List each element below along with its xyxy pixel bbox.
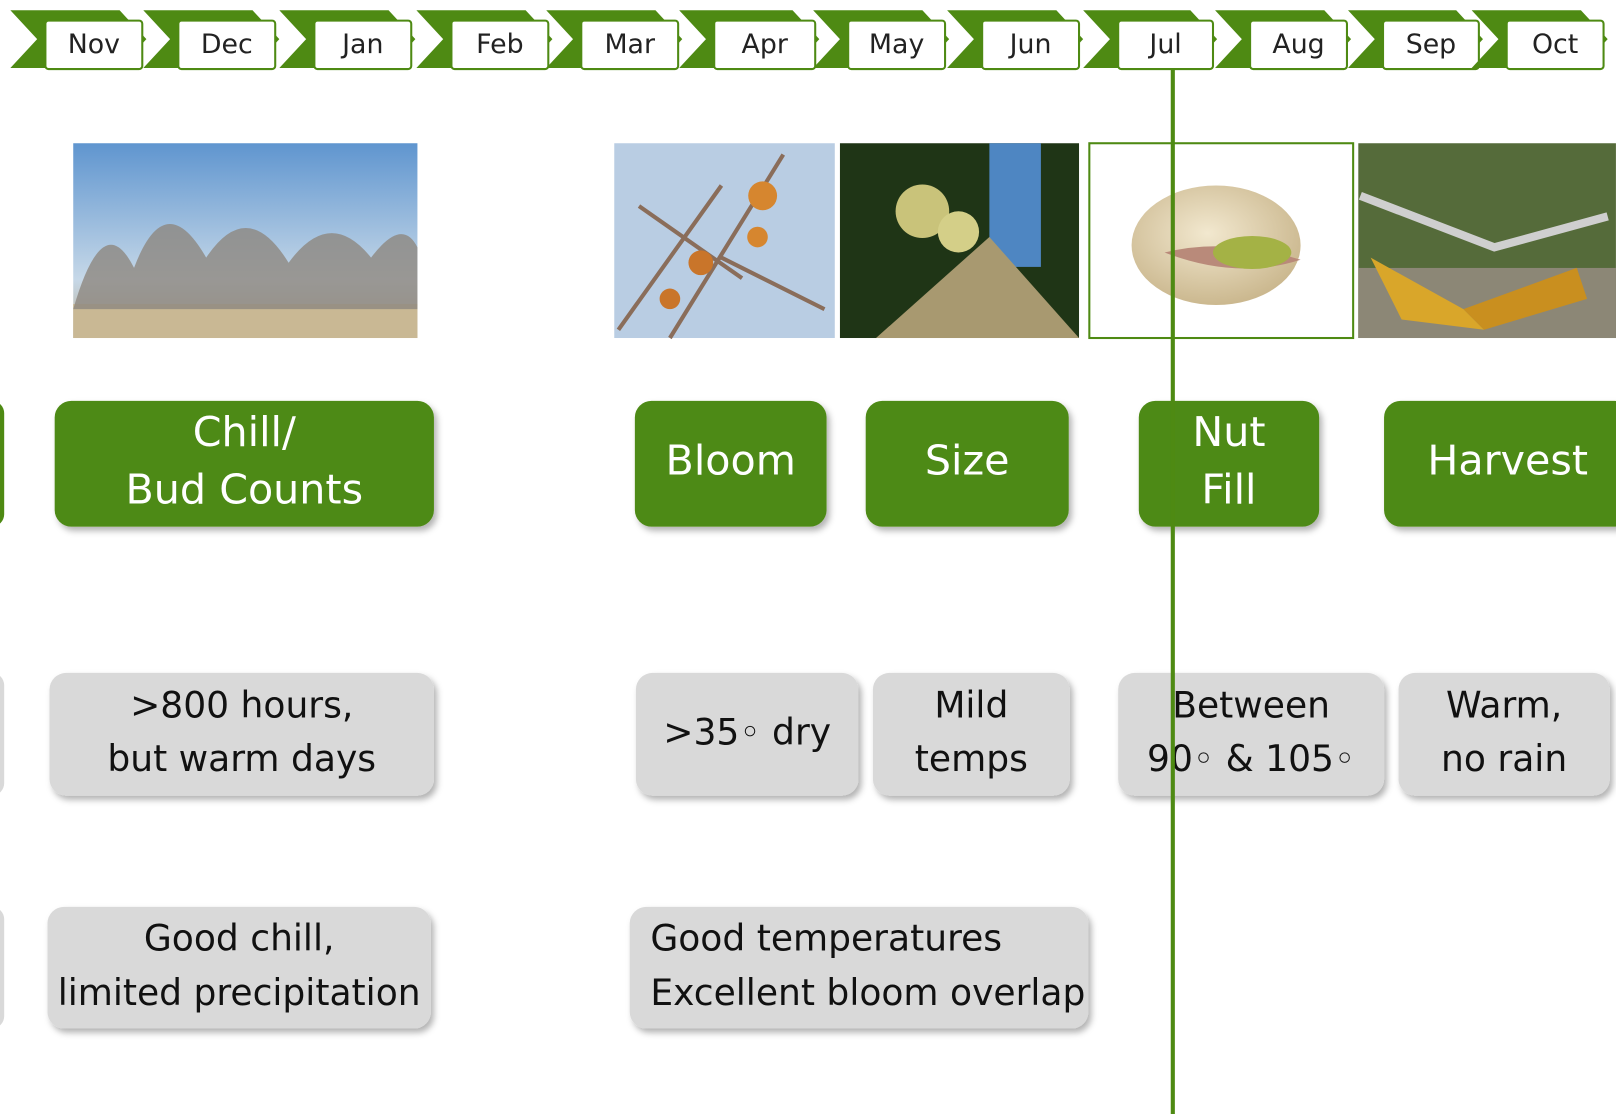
month-label: Jul: [1147, 29, 1181, 60]
condition-text: 90◦ & 105◦: [1147, 738, 1355, 780]
condition-text: >35◦ dry: [663, 711, 831, 753]
note-box: [47, 906, 431, 1029]
month-box: [313, 19, 413, 71]
condition-box: [1118, 672, 1385, 796]
month-box: [847, 19, 947, 71]
month-box: [1117, 19, 1215, 71]
stage-box: [634, 400, 827, 527]
month-box: [1382, 19, 1480, 71]
stage-text: Nut: [1192, 408, 1265, 456]
stage-text: Bloom: [666, 437, 796, 485]
month-box: [177, 19, 277, 71]
month-label: Apr: [742, 29, 789, 60]
note-text: Good temperatures: [650, 917, 1002, 959]
stage-box: [1138, 400, 1320, 527]
note-text: Good chill,: [144, 917, 335, 959]
photo-bloom: [614, 143, 835, 340]
condition-box: [49, 672, 434, 796]
stage-box: [865, 400, 1069, 527]
photo-size: [839, 143, 1080, 339]
month-label: Jun: [1008, 29, 1052, 60]
month-label: Oct: [1532, 29, 1578, 60]
edge-box: [0, 909, 5, 1026]
photo-orchard: [73, 143, 418, 339]
condition-text: Warm,: [1446, 684, 1562, 726]
edge-box: [0, 676, 5, 793]
stage-box: [1384, 400, 1616, 527]
month-box: [450, 19, 550, 71]
condition-box: [635, 672, 859, 796]
note-box: [629, 906, 1089, 1029]
photo-nut: [1088, 142, 1355, 340]
stage-text: Chill/: [193, 408, 296, 456]
month-label: Sep: [1406, 29, 1456, 60]
month-box: [1249, 19, 1348, 71]
month-box: [713, 19, 817, 71]
condition-text: temps: [915, 738, 1028, 780]
month-box: [981, 19, 1081, 71]
month-label: Aug: [1272, 29, 1324, 60]
stage-text: Size: [925, 437, 1010, 485]
month-label: Feb: [476, 29, 523, 60]
condition-box: [872, 672, 1070, 796]
month-label: Mar: [604, 29, 656, 60]
condition-text: but warm days: [107, 738, 376, 780]
month-label: May: [869, 29, 925, 60]
month-box: [44, 19, 144, 71]
condition-text: no rain: [1441, 738, 1567, 780]
stage-text: Bud Counts: [126, 466, 364, 514]
condition-text: Between: [1172, 684, 1330, 726]
stage-text: Fill: [1201, 466, 1256, 514]
month-box: [580, 19, 680, 71]
month-label: Jan: [340, 29, 383, 60]
condition-box: [1398, 672, 1610, 796]
condition-text: Mild: [934, 684, 1008, 726]
month-label: Dec: [201, 29, 253, 60]
month-box: [1505, 19, 1605, 71]
photo-harvest: [1358, 143, 1616, 339]
month-label: Nov: [68, 29, 120, 60]
edge-box: [0, 403, 5, 524]
stage-text: Harvest: [1427, 437, 1588, 485]
note-text: Excellent bloom overlap: [650, 972, 1085, 1014]
note-text: limited precipitation: [58, 972, 421, 1014]
condition-text: >800 hours,: [130, 684, 353, 726]
stage-box: [54, 400, 434, 527]
